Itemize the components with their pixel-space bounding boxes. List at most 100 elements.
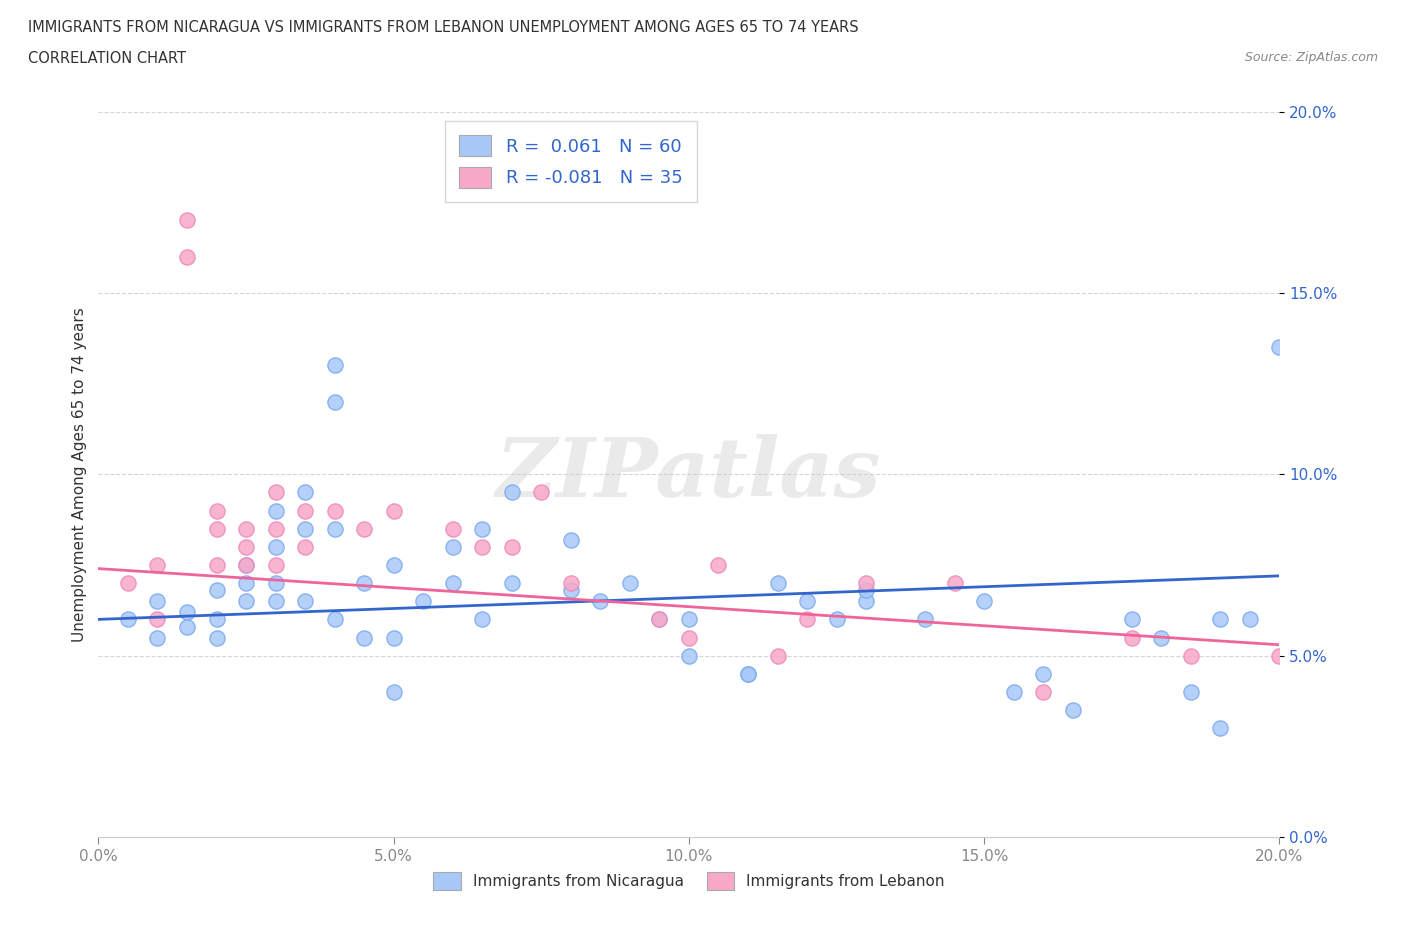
Point [855, 594, 877, 609]
Text: ZIPatlas: ZIPatlas [496, 434, 882, 514]
Point [441, 521, 464, 536]
Point [560, 576, 582, 591]
Point [146, 612, 169, 627]
Point [235, 521, 257, 536]
Point [353, 521, 375, 536]
Point [796, 612, 818, 627]
Point [353, 631, 375, 645]
Point [146, 558, 169, 573]
Point [235, 576, 257, 591]
Point [943, 576, 966, 591]
Y-axis label: Unemployment Among Ages 65 to 74 years: Unemployment Among Ages 65 to 74 years [72, 307, 87, 642]
Point [501, 576, 523, 591]
Point [825, 612, 848, 627]
Point [117, 612, 139, 627]
Point [294, 521, 316, 536]
Point [264, 594, 287, 609]
Point [117, 576, 139, 591]
Point [441, 576, 464, 591]
Point [441, 539, 464, 554]
Point [382, 631, 405, 645]
Point [648, 612, 671, 627]
Point [264, 503, 287, 518]
Point [353, 576, 375, 591]
Point [323, 358, 346, 373]
Point [323, 521, 346, 536]
Point [264, 576, 287, 591]
Point [707, 558, 730, 573]
Point [382, 684, 405, 699]
Point [1239, 612, 1261, 627]
Point [796, 594, 818, 609]
Point [471, 612, 494, 627]
Point [914, 612, 936, 627]
Point [323, 503, 346, 518]
Point [619, 576, 641, 591]
Point [205, 631, 228, 645]
Point [382, 503, 405, 518]
Point [1032, 667, 1054, 682]
Point [530, 485, 553, 500]
Point [560, 583, 582, 598]
Point [146, 594, 169, 609]
Legend: Immigrants from Nicaragua, Immigrants from Lebanon: Immigrants from Nicaragua, Immigrants fr… [420, 860, 957, 902]
Point [678, 612, 700, 627]
Point [855, 576, 877, 591]
Point [205, 583, 228, 598]
Point [205, 503, 228, 518]
Point [737, 667, 759, 682]
Point [205, 521, 228, 536]
Point [205, 558, 228, 573]
Text: IMMIGRANTS FROM NICARAGUA VS IMMIGRANTS FROM LEBANON UNEMPLOYMENT AMONG AGES 65 : IMMIGRANTS FROM NICARAGUA VS IMMIGRANTS … [28, 20, 859, 35]
Point [648, 612, 671, 627]
Point [501, 539, 523, 554]
Point [323, 394, 346, 409]
Point [678, 631, 700, 645]
Point [1209, 612, 1232, 627]
Point [471, 539, 494, 554]
Point [294, 594, 316, 609]
Point [176, 604, 198, 619]
Point [1180, 684, 1202, 699]
Point [1209, 721, 1232, 736]
Point [264, 521, 287, 536]
Point [1002, 684, 1025, 699]
Point [1121, 631, 1143, 645]
Point [766, 648, 789, 663]
Point [589, 594, 612, 609]
Text: CORRELATION CHART: CORRELATION CHART [28, 51, 186, 66]
Point [264, 485, 287, 500]
Point [678, 648, 700, 663]
Point [973, 594, 995, 609]
Point [501, 485, 523, 500]
Point [1032, 684, 1054, 699]
Point [264, 558, 287, 573]
Point [235, 558, 257, 573]
Point [471, 521, 494, 536]
Point [294, 485, 316, 500]
Point [176, 619, 198, 634]
Point [235, 558, 257, 573]
Point [1121, 612, 1143, 627]
Point [1150, 631, 1173, 645]
Point [382, 558, 405, 573]
Point [560, 532, 582, 547]
Point [176, 249, 198, 264]
Point [235, 594, 257, 609]
Point [1180, 648, 1202, 663]
Point [1268, 648, 1291, 663]
Point [146, 631, 169, 645]
Point [205, 612, 228, 627]
Point [323, 612, 346, 627]
Text: Source: ZipAtlas.com: Source: ZipAtlas.com [1244, 51, 1378, 64]
Point [855, 583, 877, 598]
Point [176, 213, 198, 228]
Point [412, 594, 434, 609]
Point [264, 539, 287, 554]
Point [737, 667, 759, 682]
Point [1268, 340, 1291, 355]
Point [1062, 703, 1084, 718]
Point [235, 539, 257, 554]
Point [294, 539, 316, 554]
Point [766, 576, 789, 591]
